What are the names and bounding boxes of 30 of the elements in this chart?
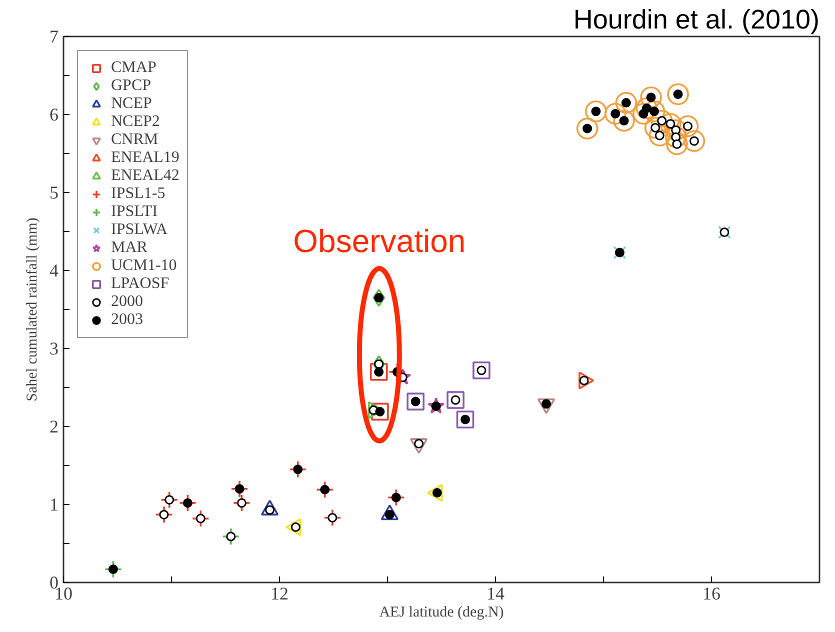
y-tick-label: 0: [50, 572, 58, 592]
x-tick-label: 16: [702, 584, 720, 604]
annotation: Observation: [293, 222, 466, 259]
x-tick-label: 12: [270, 584, 288, 604]
y-tick-label: 5: [50, 182, 58, 202]
legend-label: 2003: [111, 311, 143, 329]
y-tick-label: 1: [50, 494, 58, 514]
y-tick-label: 7: [50, 26, 58, 46]
legend-label: IPSLTI: [111, 203, 158, 221]
legend-label: GPCP: [111, 77, 152, 95]
legend-label: IPSL1-5: [111, 185, 166, 203]
legend-label: MAR: [111, 239, 148, 257]
y-axis-title: Sahel cumulated rainfall (mm): [24, 218, 40, 402]
y-tick-label: 3: [50, 338, 58, 358]
x-tick-label: 14: [486, 584, 504, 604]
x-axis-title: AEJ latitude (deg.N): [379, 604, 504, 620]
legend-label: IPSLWA: [111, 221, 168, 239]
legend-label: UCM1-10: [111, 257, 177, 275]
legend-label: 2000: [111, 293, 143, 311]
legend-label: ENEAL19: [111, 149, 180, 167]
text: Hourdin et al. (2010): [573, 4, 820, 34]
legend-label: CMAP: [111, 59, 156, 77]
legend-label: LPAOSF: [111, 275, 170, 293]
y-tick-label: 2: [50, 416, 58, 436]
y-tick-label: 6: [50, 104, 58, 124]
legend-label: ENEAL42: [111, 167, 180, 185]
legend-label: NCEP: [111, 95, 152, 113]
legend-label: CNRM: [111, 131, 158, 149]
legend-label: NCEP2: [111, 113, 160, 131]
y-tick-label: 4: [50, 260, 58, 280]
